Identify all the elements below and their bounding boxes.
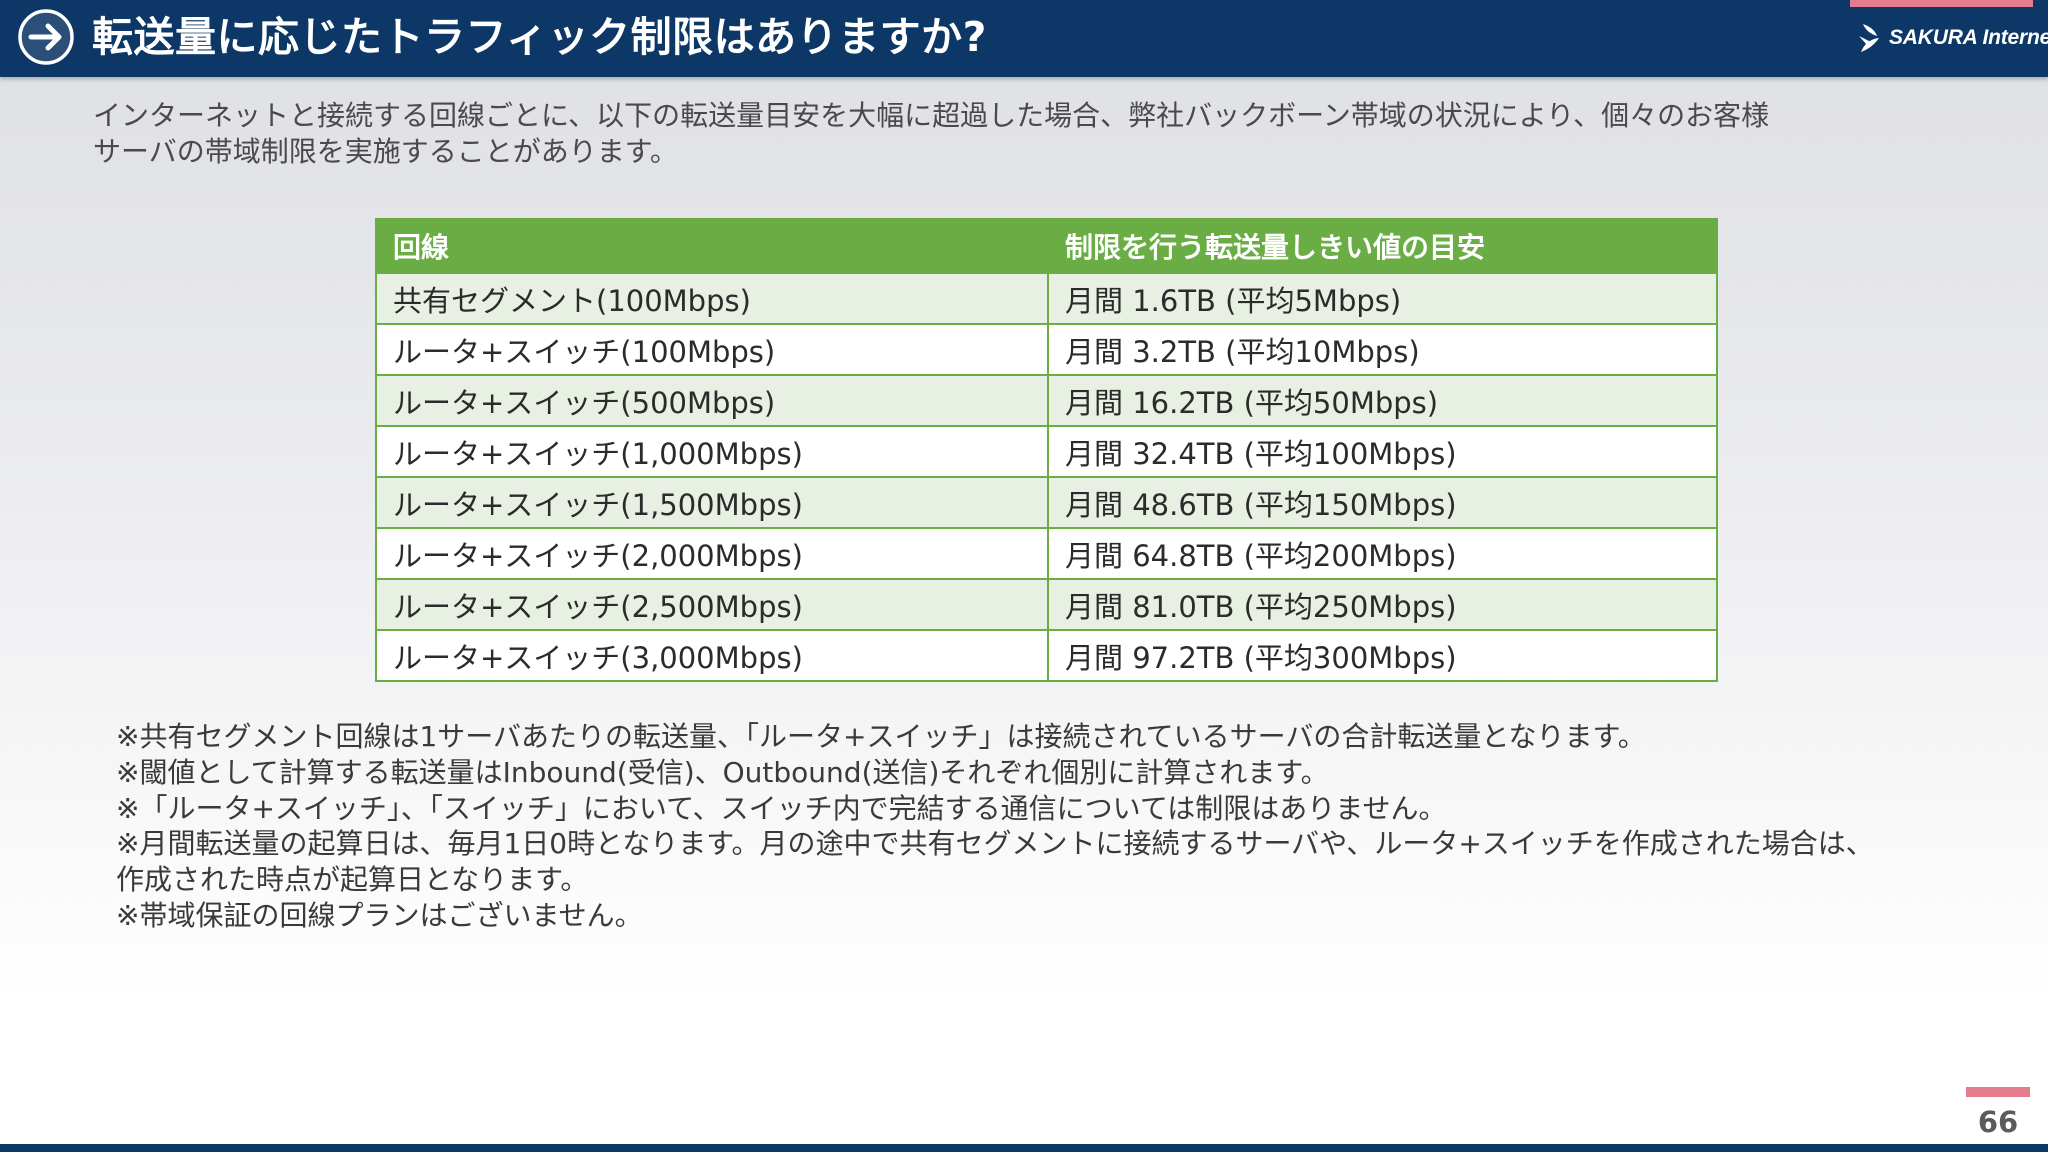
cell-threshold: 月間 1.6TB (平均5Mbps) [1047, 272, 1718, 325]
cell-line: ルータ+スイッチ(3,000Mbps) [375, 629, 1049, 682]
note-line: ※閾値として計算する転送量はInbound(受信)、Outbound(送信)それ… [116, 755, 1329, 789]
page-number-accent [1966, 1087, 2030, 1097]
table-row: ルータ+スイッチ(1,000Mbps) 月間 32.4TB (平均100Mbps… [375, 425, 1718, 478]
note-line: ※帯域保証の回線プランはございません。 [116, 898, 643, 932]
traffic-limit-table: 回線 制限を行う転送量しきい値の目安 共有セグメント(100Mbps) 月間 1… [375, 218, 1718, 682]
cell-line: ルータ+スイッチ(2,000Mbps) [375, 527, 1049, 580]
table-row: ルータ+スイッチ(2,000Mbps) 月間 64.8TB (平均200Mbps… [375, 527, 1718, 580]
arrow-right-circle-icon [18, 9, 74, 65]
cell-threshold: 月間 48.6TB (平均150Mbps) [1047, 476, 1718, 529]
table-row: ルータ+スイッチ(2,500Mbps) 月間 81.0TB (平均250Mbps… [375, 578, 1718, 631]
sakura-internet-logo: SAKURA Internet [1857, 20, 2048, 56]
intro-text: インターネットと接続する回線ごとに、以下の転送量目安を大幅に超過した場合、弊社バ… [93, 98, 1953, 170]
intro-line: サーバの帯域制限を実施することがあります。 [93, 135, 678, 168]
table-header-row: 回線 制限を行う転送量しきい値の目安 [375, 218, 1718, 274]
page-number-box: 66 [1966, 1087, 2030, 1144]
column-header-threshold: 制限を行う転送量しきい値の目安 [1047, 218, 1718, 274]
table-row: ルータ+スイッチ(100Mbps) 月間 3.2TB (平均10Mbps) [375, 323, 1718, 376]
note-line: ※共有セグメント回線は1サーバあたりの転送量、「ルータ+スイッチ」は接続されてい… [116, 720, 1646, 753]
page-number: 66 [1977, 1105, 2019, 1139]
cell-line: ルータ+スイッチ(1,000Mbps) [375, 425, 1049, 478]
cell-threshold: 月間 97.2TB (平均300Mbps) [1047, 629, 1718, 682]
notes-section: ※共有セグメント回線は1サーバあたりの転送量、「ルータ+スイッチ」は接続されてい… [116, 719, 2016, 934]
cell-line: ルータ+スイッチ(2,500Mbps) [375, 578, 1049, 631]
table-row: ルータ+スイッチ(1,500Mbps) 月間 48.6TB (平均150Mbps… [375, 476, 1718, 529]
logo-text: SAKURA Internet [1889, 26, 2048, 49]
note-line: ※「ルータ+スイッチ」、「スイッチ」において、スイッチ内で完結する通信については… [116, 791, 1447, 825]
table-row: 共有セグメント(100Mbps) 月間 1.6TB (平均5Mbps) [375, 272, 1718, 325]
cell-threshold: 月間 3.2TB (平均10Mbps) [1047, 323, 1718, 376]
header-accent-strip [1850, 0, 2033, 7]
cell-line: 共有セグメント(100Mbps) [375, 272, 1049, 325]
cell-threshold: 月間 64.8TB (平均200Mbps) [1047, 527, 1718, 580]
column-header-line: 回線 [375, 218, 1049, 274]
cell-threshold: 月間 81.0TB (平均250Mbps) [1047, 578, 1718, 631]
cell-line: ルータ+スイッチ(500Mbps) [375, 374, 1049, 427]
intro-line: インターネットと接続する回線ごとに、以下の転送量目安を大幅に超過した場合、弊社バ… [93, 99, 1770, 132]
page-title: 転送量に応じたトラフィック制限はありますか? [92, 13, 987, 61]
cell-line: ルータ+スイッチ(100Mbps) [375, 323, 1049, 376]
cell-threshold: 月間 32.4TB (平均100Mbps) [1047, 425, 1718, 478]
sakura-logo-icon [1859, 24, 1879, 52]
slide-header: 転送量に応じたトラフィック制限はありますか? SAKURA Internet [0, 0, 2048, 77]
note-line: ※月間転送量の起算日は、毎月1日0時となります。月の途中で共有セグメントに接続す… [116, 827, 1874, 861]
table-row: ルータ+スイッチ(500Mbps) 月間 16.2TB (平均50Mbps) [375, 374, 1718, 427]
footer-bar [0, 1144, 2048, 1152]
cell-line: ルータ+スイッチ(1,500Mbps) [375, 476, 1049, 529]
cell-threshold: 月間 16.2TB (平均50Mbps) [1047, 374, 1718, 427]
note-line: 作成された時点が起算日となります。 [116, 863, 589, 897]
table-row: ルータ+スイッチ(3,000Mbps) 月間 97.2TB (平均300Mbps… [375, 629, 1718, 682]
